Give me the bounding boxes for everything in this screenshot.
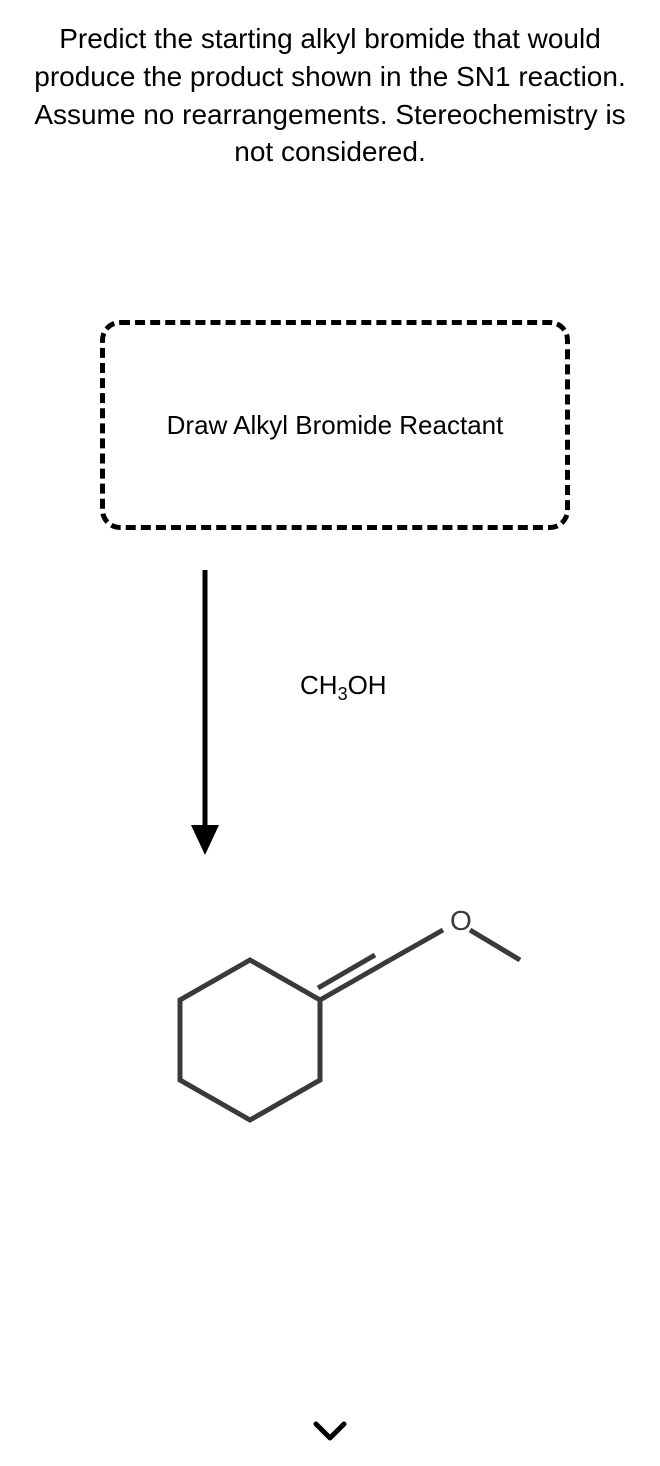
question-text: Predict the starting alkyl bromide that … (0, 0, 660, 171)
draw-reactant-box[interactable]: Draw Alkyl Bromide Reactant (100, 320, 570, 530)
draw-box-label: Draw Alkyl Bromide Reactant (167, 410, 504, 441)
reaction-arrow (175, 560, 235, 860)
reagent-formula-sub: 3 (338, 684, 348, 704)
chevron-down-icon[interactable] (310, 1416, 350, 1446)
reagent-formula-end: OH (348, 670, 387, 700)
reagent-formula-main: CH (300, 670, 338, 700)
oxygen-atom-label: O (450, 905, 472, 936)
reagent-label: CH3OH (300, 670, 387, 705)
product-structure: O (150, 900, 530, 1160)
